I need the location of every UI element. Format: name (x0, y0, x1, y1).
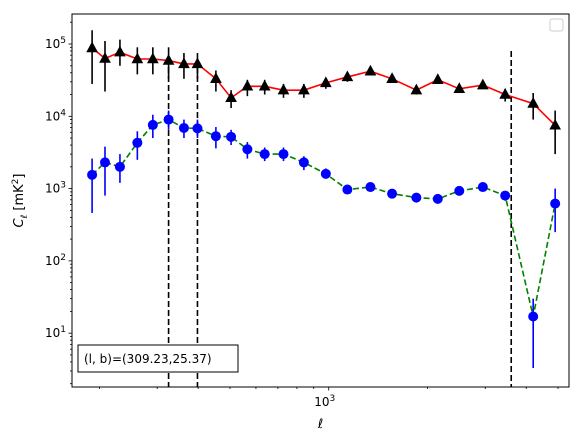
series-1-marker-6 (162, 54, 175, 65)
series-2-marker-9 (210, 131, 221, 142)
annotation-box (77, 344, 239, 373)
series-1-marker-12 (258, 79, 271, 91)
series-2-marker-15 (320, 168, 331, 179)
series-1-marker-7 (178, 57, 190, 69)
series-1-marker-9 (210, 72, 222, 84)
series-2-marker-10 (226, 131, 237, 142)
y-tick-label: 103 (45, 181, 66, 196)
series-1-marker-8 (191, 57, 204, 69)
series-1-marker-16 (341, 70, 354, 82)
series-2-line (91, 118, 556, 317)
series-2-marker-8 (192, 123, 203, 134)
series-1-marker-23 (499, 88, 512, 99)
series-1-marker-18 (386, 72, 398, 84)
coordinates-annotation: (l, b)=(309.23,25.37) (77, 344, 239, 373)
series-2-marker-7 (178, 122, 189, 133)
series-2-marker-13 (278, 149, 289, 160)
series-1-marker-2 (99, 52, 111, 63)
axes-frame (71, 13, 570, 388)
series-1-marker-14 (298, 83, 310, 95)
series-2-marker-24 (528, 311, 539, 322)
series-2-marker-6 (163, 114, 174, 125)
series-2-marker-4 (132, 137, 143, 148)
series-1-marker-24 (527, 97, 540, 108)
series-1-marker-5 (146, 52, 159, 64)
series-1-marker-17 (364, 64, 377, 76)
y-tick-label: 104 (45, 108, 66, 123)
y-tick-label: 101 (45, 325, 66, 340)
y-tick-label: 105 (45, 36, 66, 51)
series-1-marker-1 (86, 41, 98, 53)
series-1-marker-11 (241, 79, 254, 91)
series-2-marker-12 (259, 149, 270, 160)
series-2-marker-25 (550, 198, 561, 209)
series-2-marker-5 (147, 119, 158, 130)
series-1-marker-21 (453, 82, 466, 94)
y-tick-label: 102 (45, 253, 66, 268)
legend-box (549, 18, 564, 32)
series-1-marker-20 (431, 73, 444, 84)
series-2-marker-20 (432, 193, 443, 204)
annotation-text: (l, b)=(309.23,25.37) (84, 352, 212, 366)
plot-area (86, 30, 562, 387)
series-1-marker-22 (477, 78, 489, 90)
series-2-marker-19 (411, 192, 422, 203)
series-2-marker-14 (298, 157, 309, 168)
series-1-marker-4 (131, 52, 144, 64)
series-2-marker-18 (387, 188, 398, 199)
series-2-marker-22 (477, 182, 488, 193)
series-1-marker-15 (319, 76, 332, 88)
legend-frame (549, 18, 564, 32)
series-2-marker-16 (342, 184, 353, 195)
series-2-marker-17 (365, 182, 376, 193)
series-2-marker-23 (500, 190, 511, 201)
x-tick-label: 103 (314, 394, 335, 409)
series-1-marker-10 (225, 91, 237, 103)
series-2-marker-3 (114, 161, 125, 172)
axes: 101 102 103 104 105 103 ℓ Cℓ [mK2] (11, 13, 570, 432)
series-2-marker-2 (99, 157, 110, 168)
series-2-marker-1 (87, 169, 98, 180)
x-axis-label: ℓ (317, 417, 323, 432)
y-axis-label: Cℓ [mK2] (11, 173, 30, 227)
series-1-marker-13 (277, 83, 290, 95)
series-1-marker-3 (114, 45, 126, 57)
series-1-marker-19 (410, 83, 423, 95)
series-1-marker-25 (549, 118, 562, 130)
series-2-marker-11 (242, 144, 253, 155)
series-2-marker-21 (454, 185, 465, 196)
